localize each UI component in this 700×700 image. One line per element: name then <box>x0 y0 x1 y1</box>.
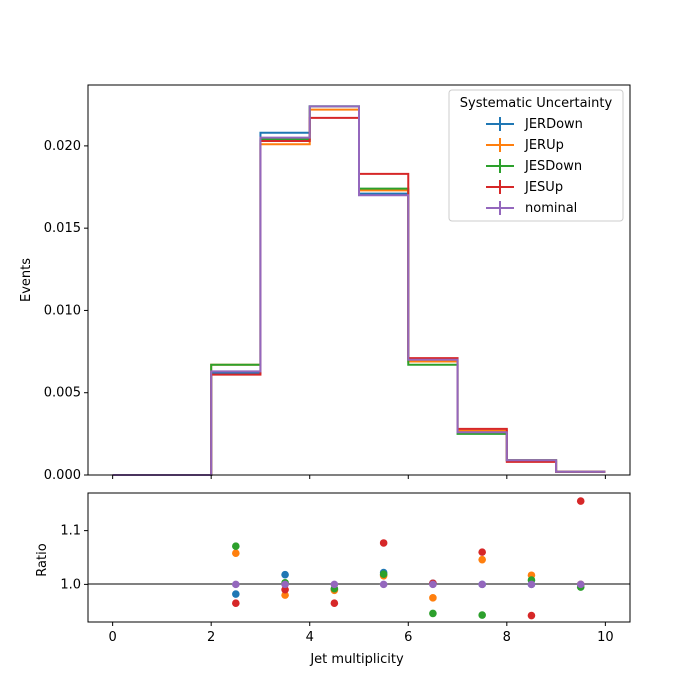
x-axis-label: Jet multiplicity <box>309 652 404 667</box>
ratio-points-group <box>232 497 585 620</box>
ratio-point-jerdown <box>281 570 289 579</box>
ratio-axes-frame <box>87 492 631 623</box>
ratio-point-jesup <box>330 599 339 607</box>
legend-item-nominal: nominal <box>486 201 577 216</box>
ratio-point-nominal <box>232 580 240 589</box>
ratio-point-nominal <box>379 580 388 589</box>
ratio-x-tick-label: 6 <box>404 630 412 645</box>
histogram-line-nominal <box>112 105 606 476</box>
legend-label: JESUp <box>524 180 563 195</box>
legend-item-jesdown: JESDown <box>486 159 582 174</box>
main-axes-frame <box>87 84 631 476</box>
ratio-point-nominal <box>527 580 536 589</box>
ratio-point-jesdown <box>379 570 388 578</box>
ratio-point-jesup <box>478 548 486 556</box>
legend-label: JERUp <box>524 138 564 153</box>
ratio-x-tick-label: 10 <box>597 630 614 645</box>
ratio-point-nominal <box>281 580 289 589</box>
ratio-point-jerup <box>478 555 486 564</box>
main-panel: 0.000 0.005 0.010 0.015 0.020 Events <box>19 84 631 483</box>
main-y-tick-label: 0.015 <box>44 221 81 236</box>
main-series-group <box>112 105 606 476</box>
ratio-x-tick-label: 2 <box>207 630 215 645</box>
ratio-x-ticks: 0 2 4 6 8 10 <box>108 622 614 645</box>
ratio-x-tick-label: 0 <box>108 630 116 645</box>
ratio-point-nominal <box>478 580 486 589</box>
legend-label: nominal <box>525 201 577 216</box>
ratio-y-tick-label: 1.0 <box>60 577 81 592</box>
ratio-point-jerup <box>281 591 289 599</box>
ratio-point-jesup <box>281 585 289 594</box>
ratio-y-ticks: 1.0 1.1 <box>60 524 88 592</box>
ratio-point-jerup <box>429 594 437 602</box>
ratio-x-tick-label: 4 <box>306 630 314 645</box>
main-y-tick-label: 0.005 <box>44 386 81 401</box>
ratio-y-axis-label: Ratio <box>35 543 50 576</box>
legend-label: JESDown <box>524 159 582 174</box>
legend-item-jesup: JESUp <box>486 180 563 195</box>
ratio-panel: 1.0 1.1 0 2 4 6 8 10 Ratio Jet multiplicity <box>35 492 631 667</box>
legend-item-jerdown: JERDown <box>486 117 583 132</box>
legend: Systematic Uncertainty JERDown JERUp JESDo… <box>448 89 624 222</box>
main-y-tick-label: 0.010 <box>44 303 81 318</box>
main-y-ticks: 0.000 0.005 0.010 0.015 0.020 <box>44 139 88 483</box>
ratio-point-jesdown <box>429 609 437 618</box>
ratio-point-nominal <box>330 580 339 589</box>
ratio-point-jerup <box>232 549 240 557</box>
legend-box <box>448 89 624 222</box>
ratio-point-jesdown <box>478 611 486 619</box>
ratio-point-jesup <box>576 497 585 505</box>
ratio-point-jesup <box>379 539 388 547</box>
ratio-point-nominal <box>576 580 585 589</box>
ratio-y-tick-label: 1.1 <box>60 524 81 539</box>
main-x-ticks <box>112 475 606 479</box>
main-y-axis-label: Events <box>19 258 34 302</box>
ratio-point-jesup <box>232 599 240 607</box>
legend-title: Systematic Uncertainty <box>460 96 613 111</box>
ratio-point-jerdown <box>232 590 240 598</box>
ratio-point-jesup <box>527 611 536 620</box>
main-y-tick-label: 0.000 <box>44 468 81 483</box>
legend-item-jerup: JERUp <box>486 138 564 153</box>
legend-label: JERDown <box>524 117 583 132</box>
main-y-tick-label: 0.020 <box>44 139 81 154</box>
ratio-point-jesdown <box>232 542 240 551</box>
ratio-x-tick-label: 8 <box>503 630 511 645</box>
legend-items: JERDown JERUp JESDown JESUp nominal <box>486 117 583 216</box>
ratio-point-nominal <box>429 580 437 589</box>
